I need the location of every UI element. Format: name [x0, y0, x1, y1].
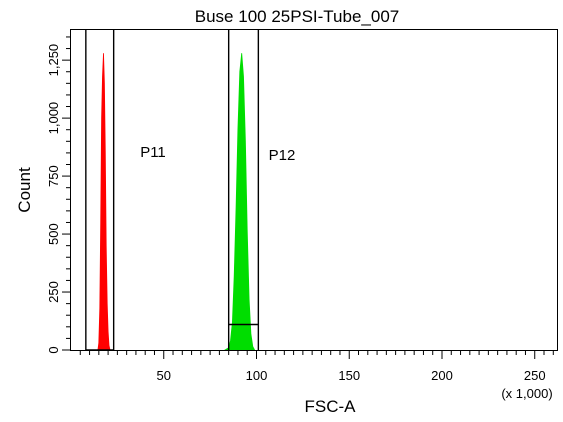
gate-layer: P11 P12: [85, 30, 296, 351]
plot-frame: [70, 29, 558, 351]
chart-title: Buse 100 25PSI-Tube_007: [195, 7, 399, 26]
x-tick-label: 250: [524, 368, 546, 383]
y-tick-label: 1,000: [46, 102, 61, 135]
x-axis-multiplier: (x 1,000): [501, 386, 552, 401]
y-tick-label: 1,250: [46, 44, 61, 77]
gate-label-p11: P11: [140, 144, 166, 161]
x-tick-label: 150: [338, 368, 360, 383]
histogram-series-1: [97, 53, 111, 351]
y-axis: 0 250 500 750 1,000 1,250: [46, 36, 71, 354]
y-tick-label: 500: [46, 223, 61, 245]
x-tick-label: 200: [431, 368, 453, 383]
x-axis: 50 100 150 200 250: [79, 350, 554, 383]
x-tick-label: 100: [246, 368, 268, 383]
series-layer: [97, 53, 256, 351]
x-axis-label: FSC-A: [305, 397, 357, 416]
y-tick-label: 250: [46, 281, 61, 303]
y-tick-label: 750: [46, 165, 61, 187]
x-tick-label: 50: [157, 368, 171, 383]
histogram-series-2: [223, 53, 256, 351]
y-axis-label: Count: [15, 167, 34, 213]
gate-label-p12: P12: [269, 147, 296, 164]
y-tick-label: 0: [46, 346, 61, 353]
